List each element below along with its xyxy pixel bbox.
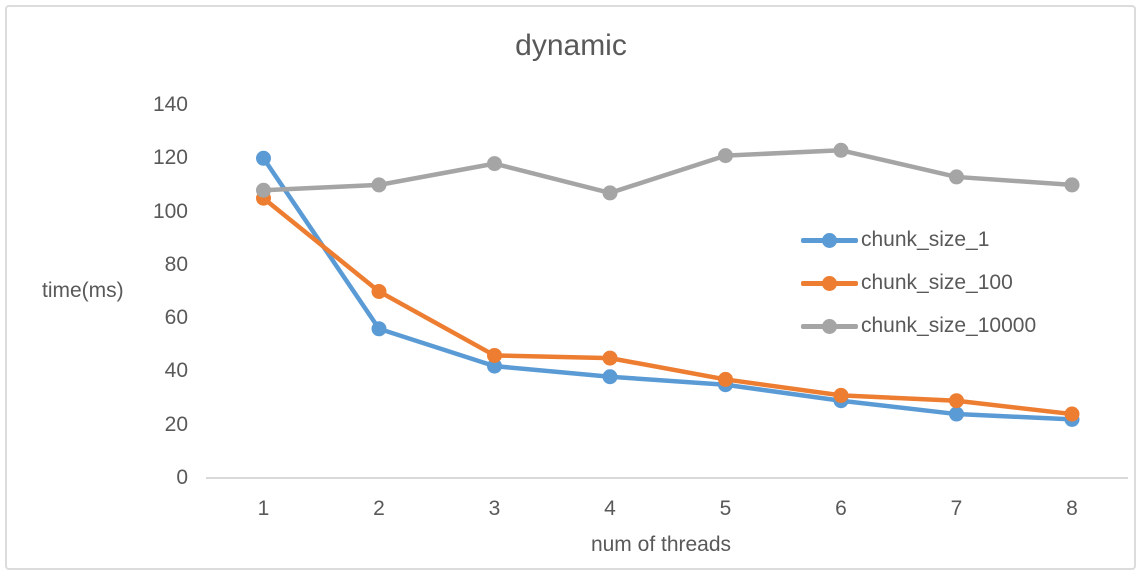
data-point-marker-chunk_size_100 (602, 350, 618, 366)
legend-item-chunk-size-100: chunk_size_100 (801, 269, 1036, 297)
data-point-marker-chunk_size_10000 (487, 156, 502, 172)
y-tick-label: 120 (152, 146, 188, 170)
y-tick-label: 20 (164, 412, 188, 436)
data-point-marker-chunk_size_100 (487, 347, 502, 363)
data-point-marker-chunk_size_100 (371, 284, 387, 299)
data-point-marker-chunk_size_1 (371, 321, 387, 337)
data-point-marker-chunk_size_1 (602, 369, 618, 385)
data-point-marker-chunk_size_10000 (949, 169, 964, 185)
x-tick-label: 4 (604, 497, 616, 520)
y-tick-label: 40 (164, 359, 188, 383)
x-tick-label: 5 (719, 497, 732, 520)
legend: chunk_size_1 chunk_size_100 chunk_size_1… (801, 226, 1036, 340)
y-tick-label: 60 (164, 306, 188, 330)
data-point-marker-chunk_size_10000 (833, 142, 849, 158)
y-tick-label: 100 (152, 199, 188, 223)
x-tick-label: 1 (257, 497, 270, 520)
legend-line-marker-icon (801, 275, 858, 291)
legend-line-marker-icon (801, 318, 858, 334)
data-point-marker-chunk_size_10000 (1064, 177, 1080, 193)
data-point-marker-chunk_size_10000 (718, 148, 733, 164)
legend-label: chunk_size_10000 (861, 314, 1037, 337)
legend-line-marker-icon (801, 232, 858, 248)
data-point-marker-chunk_size_100 (718, 371, 733, 387)
data-point-marker-chunk_size_10000 (256, 182, 271, 198)
y-tick-label: 0 (176, 466, 188, 489)
y-tick-label: 140 (152, 93, 188, 116)
x-tick-label: 8 (1066, 497, 1078, 520)
x-tick-label: 7 (950, 497, 963, 520)
data-point-marker-chunk_size_10000 (371, 177, 387, 193)
y-axis-title: time(ms) (42, 279, 124, 302)
data-point-marker-chunk_size_100 (949, 393, 964, 409)
legend-item-chunk-size-1: chunk_size_1 (801, 226, 1036, 254)
legend-label: chunk_size_100 (861, 271, 1013, 294)
chart-title: dynamic (515, 29, 627, 62)
data-point-marker-chunk_size_1 (487, 358, 502, 374)
data-point-marker-chunk_size_1 (949, 406, 964, 422)
x-tick-label: 6 (835, 497, 847, 520)
data-point-marker-chunk_size_10000 (602, 185, 618, 201)
x-tick-label: 2 (373, 497, 385, 520)
data-point-marker-chunk_size_1 (256, 150, 271, 166)
series-line-chunk_size_1 (261, 156, 1075, 422)
x-axis-title: num of threads (590, 533, 732, 556)
y-tick-label: 80 (164, 252, 188, 276)
x-tick-label: 3 (488, 497, 501, 520)
data-point-marker-chunk_size_100 (1064, 406, 1080, 422)
legend-label: chunk_size_1 (861, 228, 990, 251)
legend-item-chunk-size-10000: chunk_size_10000 (801, 312, 1036, 340)
data-point-marker-chunk_size_100 (833, 387, 849, 403)
series-line-chunk_size_100 (261, 196, 1075, 417)
series-line-chunk_size_10000 (261, 148, 1075, 196)
